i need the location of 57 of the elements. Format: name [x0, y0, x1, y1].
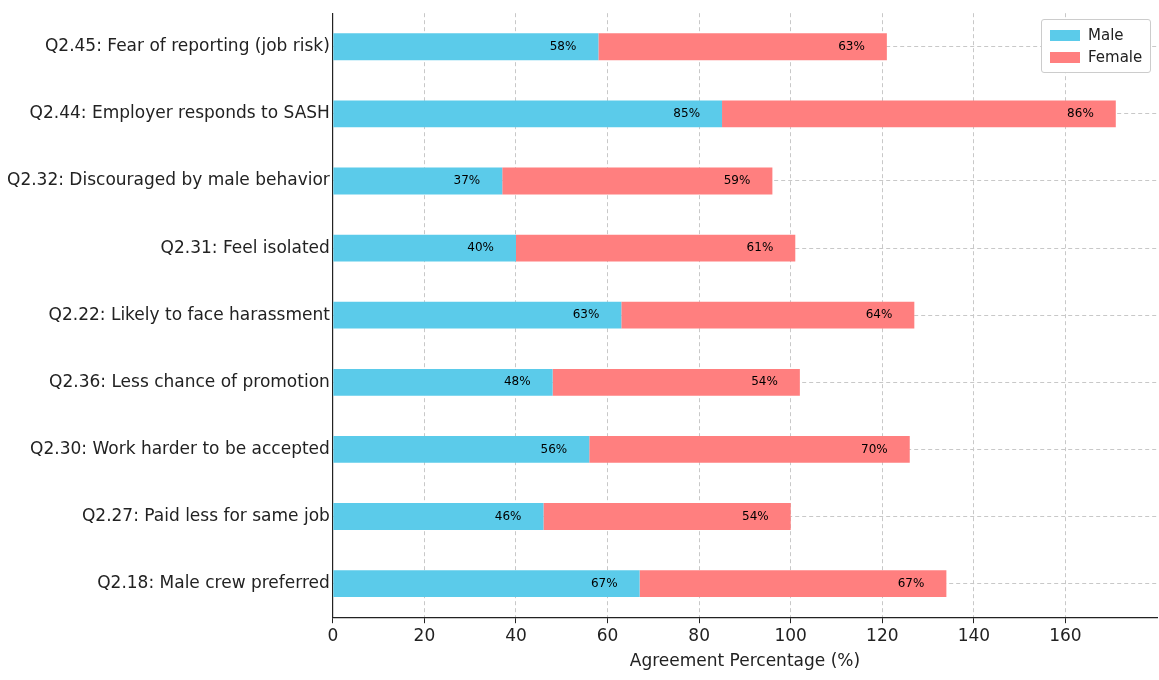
x-tick-label: 20: [413, 624, 436, 645]
bar: [333, 234, 516, 262]
bar: [333, 570, 640, 598]
x-tick-label: 140: [957, 624, 991, 645]
data-label: 46%: [494, 508, 522, 523]
bar: [333, 100, 723, 128]
bar: [639, 570, 947, 598]
bar: [722, 100, 1116, 128]
y-tick-label: Q2.44: Employer responds to SASH: [29, 102, 330, 123]
bar: [515, 234, 796, 262]
y-tick-label: Q2.22: Likely to face harassment: [48, 303, 331, 324]
data-label: 63%: [572, 307, 600, 322]
data-label: 64%: [865, 307, 893, 322]
data-label: 63%: [838, 38, 865, 53]
bar: [621, 301, 915, 329]
bar: [502, 167, 773, 195]
bar: [333, 368, 553, 396]
data-label: 54%: [742, 508, 769, 523]
legend-label: Female: [1088, 47, 1143, 69]
bar: [552, 368, 800, 396]
data-label: 70%: [861, 441, 888, 456]
data-label: 85%: [673, 105, 701, 120]
x-tick-label: 80: [688, 624, 710, 645]
bar: [333, 33, 599, 61]
data-label: 37%: [453, 173, 481, 188]
bar: [543, 503, 791, 530]
legend-label: Male: [1088, 25, 1124, 47]
y-tick-label: Q2.32: Discouraged by male behavior: [7, 169, 330, 190]
x-tick-label: 40: [505, 624, 527, 645]
bar: [333, 301, 622, 329]
y-tick-label: Q2.27: Paid less for same job: [81, 504, 330, 525]
data-label: 67%: [590, 575, 618, 590]
bar: [333, 436, 590, 463]
x-tick-label: 100: [774, 624, 807, 645]
bar: [598, 33, 887, 61]
y-tick-label: Q2.18: Male crew preferred: [97, 572, 330, 593]
y-tick-label: Q2.30: Work harder to be accepted: [30, 437, 330, 458]
data-label: 56%: [540, 441, 568, 456]
y-tick-label: Q2.31: Feel isolated: [160, 236, 330, 257]
y-tick-label: Q2.45: Fear of reporting (job risk): [44, 35, 330, 56]
x-tick-label: 60: [596, 624, 619, 645]
data-label: 67%: [897, 575, 925, 590]
bar: [589, 436, 910, 463]
x-tick-label: 120: [866, 624, 899, 645]
data-label: 48%: [503, 374, 531, 389]
bar: [333, 503, 544, 530]
data-label: 58%: [549, 38, 577, 53]
data-label: 86%: [1067, 105, 1094, 120]
x-tick-label: 160: [1049, 624, 1082, 645]
data-label: 61%: [746, 240, 774, 255]
bar: [333, 167, 503, 195]
x-axis-title: Agreement Percentage (%): [629, 650, 861, 671]
data-label: 59%: [723, 173, 751, 188]
data-label: 54%: [751, 374, 778, 389]
y-tick-label: Q2.36: Less chance of promotion: [49, 370, 330, 391]
x-tick-label: 0: [327, 624, 339, 645]
data-label: 40%: [467, 240, 494, 255]
